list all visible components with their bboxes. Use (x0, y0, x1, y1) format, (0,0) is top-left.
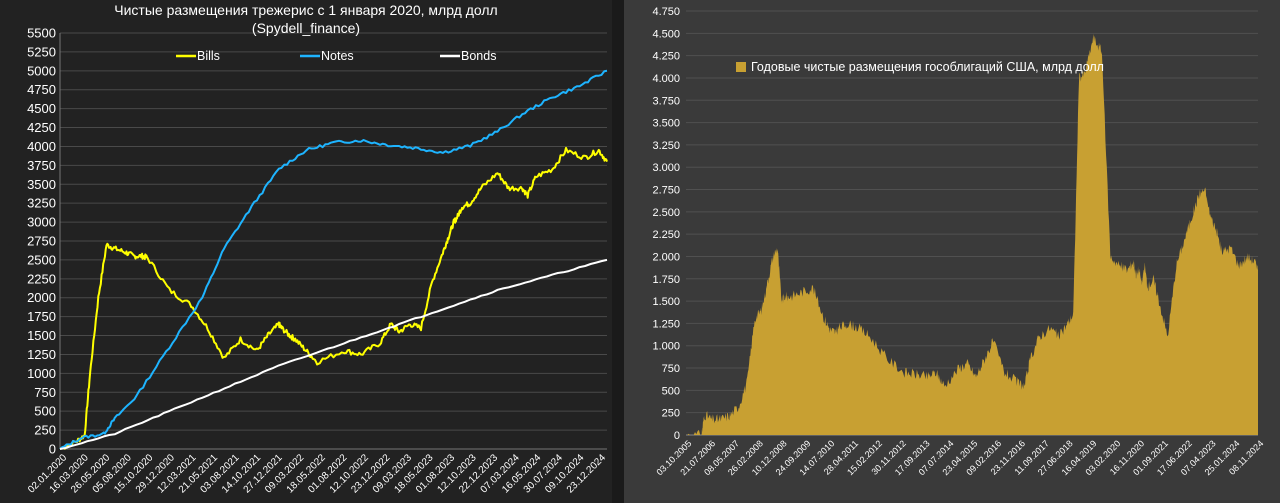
left-y-tick-label: 500 (34, 404, 56, 419)
left-y-tick-label: 750 (34, 385, 56, 400)
left-y-tick-label: 4250 (27, 120, 56, 135)
right-x-axis: 03.10.200521.07.200608.05.200726.02.2008… (654, 438, 1265, 477)
right-y-tick-label: 1.500 (652, 296, 680, 308)
left-y-tick-label: 4000 (27, 139, 56, 154)
left-series-group (59, 69, 608, 450)
left-y-tick-label: 3750 (27, 158, 56, 173)
left-chart-subtitle: (Spydell_finance) (252, 20, 360, 36)
series-line-bills (59, 146, 608, 450)
right-y-tick-label: 3.000 (652, 162, 680, 174)
right-y-tick-label: 0 (674, 430, 680, 442)
right-y-tick-label: 4.250 (652, 51, 680, 63)
right-y-tick-label: 3.250 (652, 140, 680, 152)
left-y-tick-label: 2000 (27, 290, 56, 305)
left-y-tick-label: 1250 (27, 347, 56, 362)
left-y-tick-label: 4500 (27, 101, 56, 116)
left-chart: 0 250 500 750 1000 1250 1500 1750 2000 2250 2500 27… (26, 2, 608, 496)
right-y-axis: 0 250 500 750 1.000 1.250 1.500 1.750 2.000 2.250… (652, 6, 680, 442)
left-chart-title: Чистые размещения трежерис с 1 января 20… (114, 2, 497, 18)
left-y-tick-label: 0 (49, 442, 56, 457)
right-y-tick-label: 3.750 (652, 95, 680, 107)
left-x-axis: 02.01.202016.03.202026.05.202005.08.2020… (26, 452, 608, 495)
right-y-tick-label: 2.000 (652, 251, 680, 263)
right-y-tick-label: 2.250 (652, 229, 680, 241)
right-chart: 0 250 500 750 1.000 1.250 1.500 1.750 2.000 2.250… (652, 6, 1265, 477)
right-y-tick-label: 1.750 (652, 274, 680, 286)
legend-label-bonds: Bonds (461, 49, 496, 63)
left-y-axis: 0 250 500 750 1000 1250 1500 1750 2000 2250 2500 27… (27, 26, 56, 457)
right-y-tick-label: 4.000 (652, 73, 680, 85)
legend-label-notes: Notes (321, 49, 354, 63)
right-y-tick-label: 2.500 (652, 207, 680, 219)
series-line-bonds (59, 258, 608, 450)
right-y-tick-label: 1.250 (652, 318, 680, 330)
series-line-notes (59, 69, 608, 450)
area-series (686, 33, 1258, 436)
right-legend: Годовые чистые размещения гособлигаций С… (736, 60, 1104, 74)
left-y-tick-label: 2500 (27, 252, 56, 267)
right-y-tick-label: 4.750 (652, 6, 680, 18)
left-y-tick-label: 3500 (27, 177, 56, 192)
left-y-tick-label: 5250 (27, 44, 56, 59)
left-y-tick-label: 1000 (27, 366, 56, 381)
left-y-tick-label: 1500 (27, 328, 56, 343)
left-y-tick-label: 4750 (27, 82, 56, 97)
right-y-tick-label: 1.000 (652, 341, 680, 353)
left-legend: Bills Notes Bonds (176, 49, 496, 63)
right-area-group (686, 33, 1258, 436)
right-y-tick-label: 3.500 (652, 118, 680, 130)
panel-divider (612, 0, 624, 503)
right-y-tick-label: 2.750 (652, 185, 680, 197)
left-y-tick-label: 250 (34, 423, 56, 438)
legend-label-bills: Bills (197, 49, 220, 63)
right-y-tick-label: 250 (662, 408, 680, 420)
left-y-tick-label: 2750 (27, 234, 56, 249)
left-y-tick-label: 5000 (27, 63, 56, 78)
left-grid (59, 32, 607, 450)
left-y-tick-label: 1750 (27, 309, 56, 324)
right-chart-panel: 0 250 500 750 1.000 1.250 1.500 1.750 2.000 2.250… (624, 0, 1280, 503)
right-legend-label: Годовые чистые размещения гособлигаций С… (751, 60, 1104, 74)
left-y-tick-label: 5500 (27, 26, 56, 41)
right-y-tick-label: 750 (662, 363, 680, 375)
left-chart-panel: 0 250 500 750 1000 1250 1500 1750 2000 2250 2500 27… (0, 0, 612, 503)
right-legend-swatch (736, 62, 746, 72)
left-y-tick-label: 3000 (27, 215, 56, 230)
left-y-tick-label: 2250 (27, 271, 56, 286)
left-y-tick-label: 3250 (27, 196, 56, 211)
right-y-tick-label: 4.500 (652, 28, 680, 40)
right-y-tick-label: 500 (662, 385, 680, 397)
